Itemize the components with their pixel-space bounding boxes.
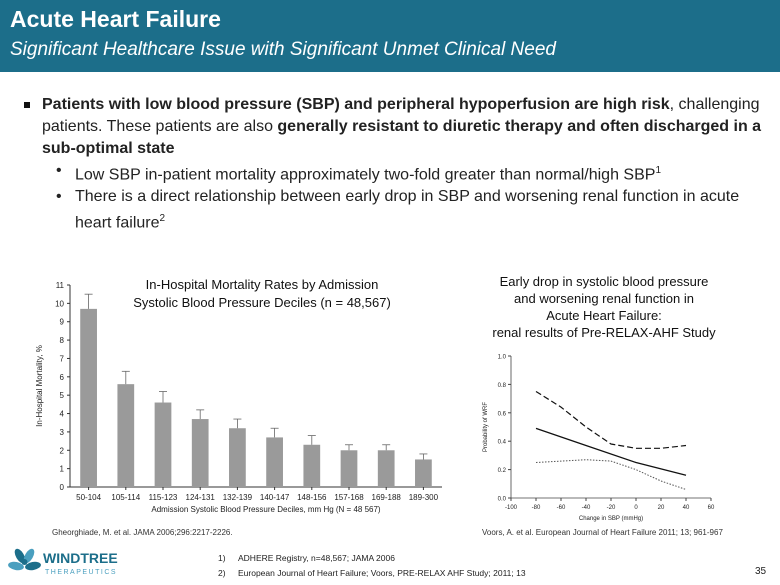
bar	[154, 402, 172, 487]
y-tick-label: 9	[60, 318, 65, 327]
bar	[229, 428, 246, 487]
y-tick-label: 6	[60, 373, 65, 382]
windtree-leaf-icon	[8, 548, 41, 571]
windtree-logo: WINDTREE THERAPEUTICS	[8, 548, 118, 576]
chart-title-line: and worsening renal function in	[514, 291, 694, 306]
x-tick-label: 140-147	[260, 493, 290, 502]
x-tick-label: 105-114	[111, 493, 140, 502]
y-tick-label: 11	[56, 281, 65, 290]
title-banner: Acute Heart Failure Significant Healthca…	[0, 0, 780, 72]
y-tick-label: 0	[60, 483, 65, 492]
footnote-text: European Journal of Heart Failure; Voors…	[238, 568, 526, 578]
bar	[117, 384, 135, 487]
x-tick-label: -40	[582, 505, 591, 511]
footnote-number: 1)	[218, 553, 226, 563]
bullet-list: Patients with low blood pressure (SBP) a…	[20, 94, 770, 235]
y-tick-label: 3	[60, 428, 65, 437]
y-axis-label: In-Hospital Mortality, %	[35, 345, 44, 427]
x-tick-label: 132-139	[223, 493, 253, 502]
footnote-number: 2)	[218, 568, 226, 578]
y-tick-label: 0.8	[498, 383, 507, 389]
chart-title-line: Early drop in systolic blood pressure	[500, 274, 709, 289]
round-bullet-icon: •	[56, 162, 62, 179]
bar	[191, 419, 209, 487]
footnote-ref: 1	[655, 165, 661, 176]
main-bullet: Patients with low blood pressure (SBP) a…	[20, 94, 770, 160]
y-tick-label: 4	[60, 410, 65, 419]
sub-bullet: • Low SBP in-patient mortality approxima…	[20, 160, 770, 186]
right-chart-citation: Voors, A. et al. European Journal of Hea…	[482, 528, 723, 537]
wrf-line-chart: Early drop in systolic blood pressure and…	[483, 274, 716, 522]
y-tick-label: 0.2	[498, 468, 507, 474]
x-tick-label: -60	[557, 505, 566, 511]
x-tick-label: 0	[634, 505, 638, 511]
x-tick-label: 20	[658, 505, 665, 511]
chart-title-line: In-Hospital Mortality Rates by Admission	[146, 277, 379, 292]
y-tick-label: 0.4	[498, 440, 507, 446]
square-bullet-icon	[24, 102, 30, 108]
x-tick-label: 169-188	[372, 493, 402, 502]
chart-title-line: Systolic Blood Pressure Deciles (n = 48,…	[133, 295, 391, 310]
y-tick-label: 5	[60, 391, 65, 400]
x-axis-label: Admission Systolic Blood Pressure Decile…	[151, 505, 381, 514]
page-number: 35	[755, 566, 767, 577]
bar	[415, 459, 432, 487]
x-axis-label: Change in SBP (mmHg)	[579, 516, 643, 522]
y-tick-label: 0.6	[498, 411, 507, 417]
slide-subtitle: Significant Healthcare Issue with Signif…	[10, 39, 556, 60]
footnote-ref: 2	[159, 213, 166, 225]
chart-title-line: renal results of Pre-RELAX-AHF Study	[492, 325, 716, 340]
chart-title-line: Acute Heart Failure:	[546, 308, 662, 323]
bar	[266, 437, 283, 487]
footnote-2: 2) European Journal of Heart Failure; Voo…	[218, 568, 526, 578]
series-line-solid	[535, 427, 687, 476]
series-line-dotted	[535, 459, 687, 490]
x-tick-label: -100	[505, 505, 518, 511]
x-tick-label: 157-168	[334, 493, 364, 502]
series-line-dashed	[535, 390, 687, 449]
bar	[80, 308, 97, 487]
y-tick-label: 1	[60, 465, 65, 474]
logo-name: WINDTREE	[43, 550, 118, 566]
y-tick-label: 0.0	[498, 497, 507, 503]
y-axis-label: Probability of WRF	[483, 402, 489, 452]
logo-subtitle: THERAPEUTICS	[45, 569, 117, 576]
bar	[340, 450, 358, 487]
round-bullet-icon: •	[56, 188, 62, 206]
chart-title: In-Hospital Mortality Rates by Admission…	[133, 277, 391, 310]
main-bullet-text: , challenging patients. These patients a…	[42, 96, 760, 135]
footnote-1: 1) ADHERE Registry, n=48,567; JAMA 2006	[218, 553, 395, 563]
y-tick-label: 1.0	[498, 355, 507, 361]
mortality-bar-chart: 0 1 2 3 4 5 6 7 8 9 10 11 50-104 105-114 115-123 124-13…	[35, 277, 442, 514]
x-tick-label: 40	[683, 505, 690, 511]
x-tick-label: 50-104	[76, 493, 101, 502]
y-tick-label: 7	[60, 354, 65, 363]
footnote-text: ADHERE Registry, n=48,567; JAMA 2006	[238, 553, 395, 563]
x-tick-label: 124-131	[186, 493, 216, 502]
left-chart-citation: Gheorghiade, M. et al. JAMA 2006;296:221…	[52, 528, 233, 537]
sub-bullet: • There is a direct relationship between…	[20, 186, 770, 234]
main-bullet-bold-2: generally resistant to diuretic therapy …	[42, 118, 762, 157]
x-tick-label: -20	[607, 505, 616, 511]
y-tick-label: 8	[60, 336, 65, 345]
sub-bullet-text: There is a direct relationship between e…	[75, 188, 740, 232]
bar	[377, 450, 395, 487]
x-tick-label: -80	[532, 505, 541, 511]
y-tick-label: 10	[55, 299, 64, 308]
y-tick-label: 2	[60, 446, 65, 455]
x-tick-label: 148-156	[297, 493, 327, 502]
x-tick-label: 189-300	[409, 493, 439, 502]
main-bullet-bold-1: Patients with low blood pressure (SBP) a…	[42, 96, 670, 113]
slide-title: Acute Heart Failure	[10, 6, 221, 32]
bar	[303, 444, 321, 487]
x-tick-label: 60	[708, 505, 715, 511]
x-tick-label: 115-123	[149, 493, 178, 502]
sub-bullet-text: Low SBP in-patient mortality approximate…	[75, 166, 656, 184]
